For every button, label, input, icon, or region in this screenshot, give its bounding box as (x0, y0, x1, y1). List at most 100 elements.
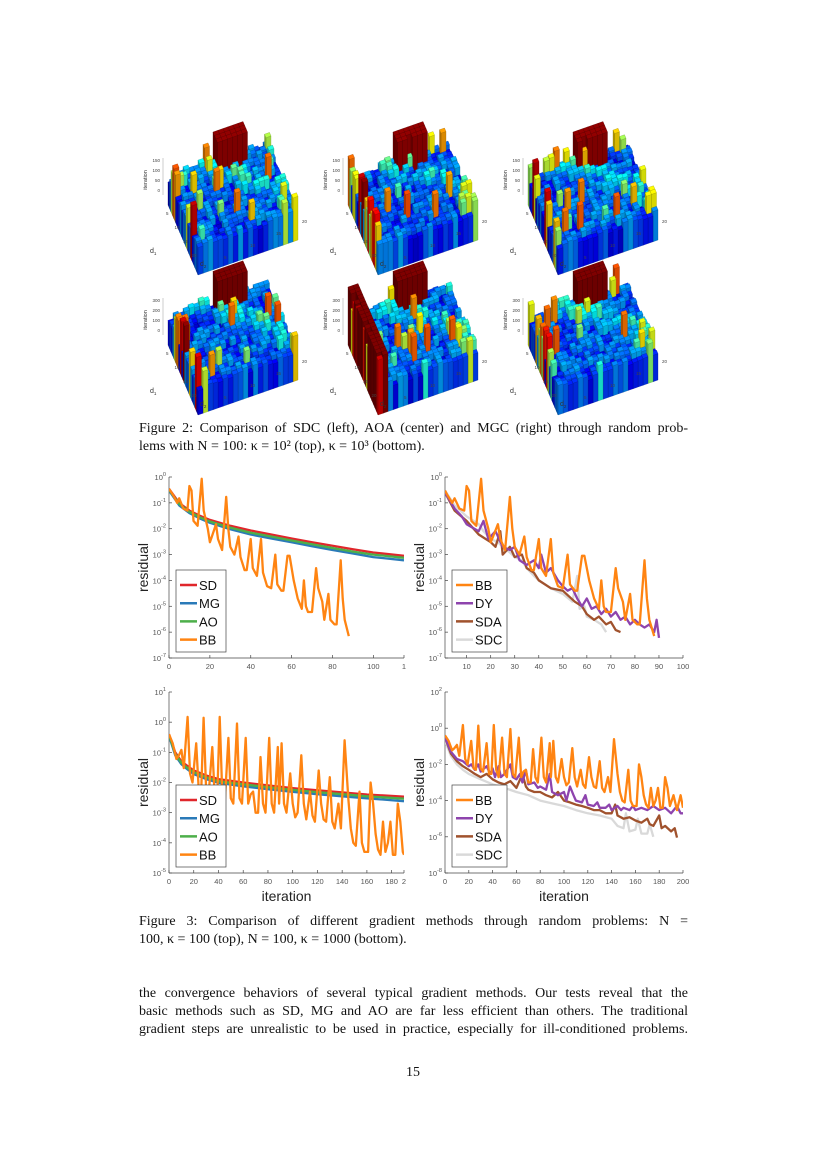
d1-axis-label: d1 (330, 248, 337, 256)
bar-face (257, 228, 264, 255)
d2-tick-label: 20 (302, 219, 308, 224)
bar-face (365, 207, 368, 251)
bar-face (292, 334, 299, 383)
bar-face (532, 159, 535, 220)
bar-face (397, 234, 404, 269)
bar-face (194, 353, 197, 412)
bar-face (169, 321, 172, 353)
bar-face (196, 387, 199, 416)
bar-face (361, 179, 364, 241)
bar-face (592, 236, 599, 264)
bar-top (251, 165, 259, 172)
bar-face (196, 244, 199, 276)
z-axis-label: iteration (323, 170, 329, 190)
bar-top (225, 170, 233, 176)
bar-face (582, 239, 589, 267)
bar-face (188, 225, 191, 258)
d1-tick-label: 20 (192, 393, 198, 398)
d1-tick-label: 10 (175, 365, 181, 370)
z-axis-label: iteration (503, 170, 509, 190)
bar-top (279, 172, 287, 179)
d2-tick-label: 20 (482, 219, 488, 224)
bar-face (556, 245, 559, 276)
z-tick-label: 200 (152, 308, 160, 313)
z-tick-label: 300 (152, 298, 160, 303)
bar-face (191, 375, 194, 405)
bar-face (353, 175, 356, 223)
bar-face (267, 363, 274, 391)
bar-top (254, 172, 262, 179)
d2-tick-label: 20 (662, 219, 668, 224)
d1-axis-label: d1 (510, 248, 517, 256)
bar-face (191, 235, 194, 265)
bar-face (642, 217, 649, 246)
d2-tick-label: 20 (302, 359, 308, 364)
bar-face (262, 362, 269, 393)
d2-tick-label: 15 (636, 231, 642, 236)
d2-tick-label: 15 (456, 231, 462, 236)
bar-face (173, 316, 176, 363)
bar-face (533, 175, 536, 223)
bar-face (181, 210, 184, 241)
bar-face (462, 217, 469, 246)
d1-tick-label: 5 (526, 211, 529, 216)
bar-face (207, 238, 214, 272)
bar-top (264, 132, 272, 138)
z-tick-label: 100 (152, 318, 160, 323)
bar-face (267, 219, 274, 251)
bar-face (262, 224, 269, 253)
z-tick-label: 0 (157, 188, 160, 193)
d1-tick-label: 15 (183, 379, 189, 384)
bar-face (232, 235, 239, 264)
bar-face (617, 228, 624, 255)
bar-top (247, 143, 255, 150)
bar-top (223, 182, 231, 189)
bar-face (212, 381, 219, 411)
bar-face (292, 195, 299, 243)
bar-face (539, 203, 542, 237)
bar-top (205, 155, 213, 161)
bar-face (572, 239, 579, 271)
bar-top (202, 142, 210, 149)
d1-tick-label: 5 (346, 211, 349, 216)
bar-face (181, 351, 184, 381)
bar-face (374, 222, 377, 272)
bar-face (347, 155, 350, 209)
bar-top (253, 160, 261, 166)
bar-face (207, 382, 214, 412)
z-tick-label: 150 (332, 158, 340, 163)
bar-face (222, 237, 229, 267)
bar-top (257, 176, 265, 183)
bar-face (175, 197, 178, 227)
d2-tick-label: 10 (250, 243, 256, 248)
bar-top (254, 184, 262, 191)
bar-face (170, 326, 173, 356)
bar-top (215, 137, 223, 143)
z-tick-label: 100 (332, 168, 340, 173)
bar-top (197, 158, 205, 164)
bar-face (169, 179, 172, 213)
bar-face (179, 202, 182, 237)
d2-tick-label: 15 (276, 371, 282, 376)
bar-top (230, 163, 238, 169)
d1-axis-label: d1 (150, 388, 157, 396)
bar-face (232, 373, 239, 404)
bar-face (647, 215, 654, 244)
d1-tick-label: 20 (552, 253, 558, 258)
bar-face (217, 238, 224, 269)
bar-face (422, 228, 429, 260)
d2-tick-label: 10 (610, 243, 616, 248)
bar-face (227, 233, 234, 265)
bar-face (587, 237, 594, 265)
bar-face (179, 318, 182, 377)
bar-face (530, 186, 533, 216)
bar-face (376, 241, 379, 276)
bar-face (368, 214, 371, 258)
bar-face (447, 222, 454, 251)
z-tick-label: 50 (335, 178, 341, 183)
